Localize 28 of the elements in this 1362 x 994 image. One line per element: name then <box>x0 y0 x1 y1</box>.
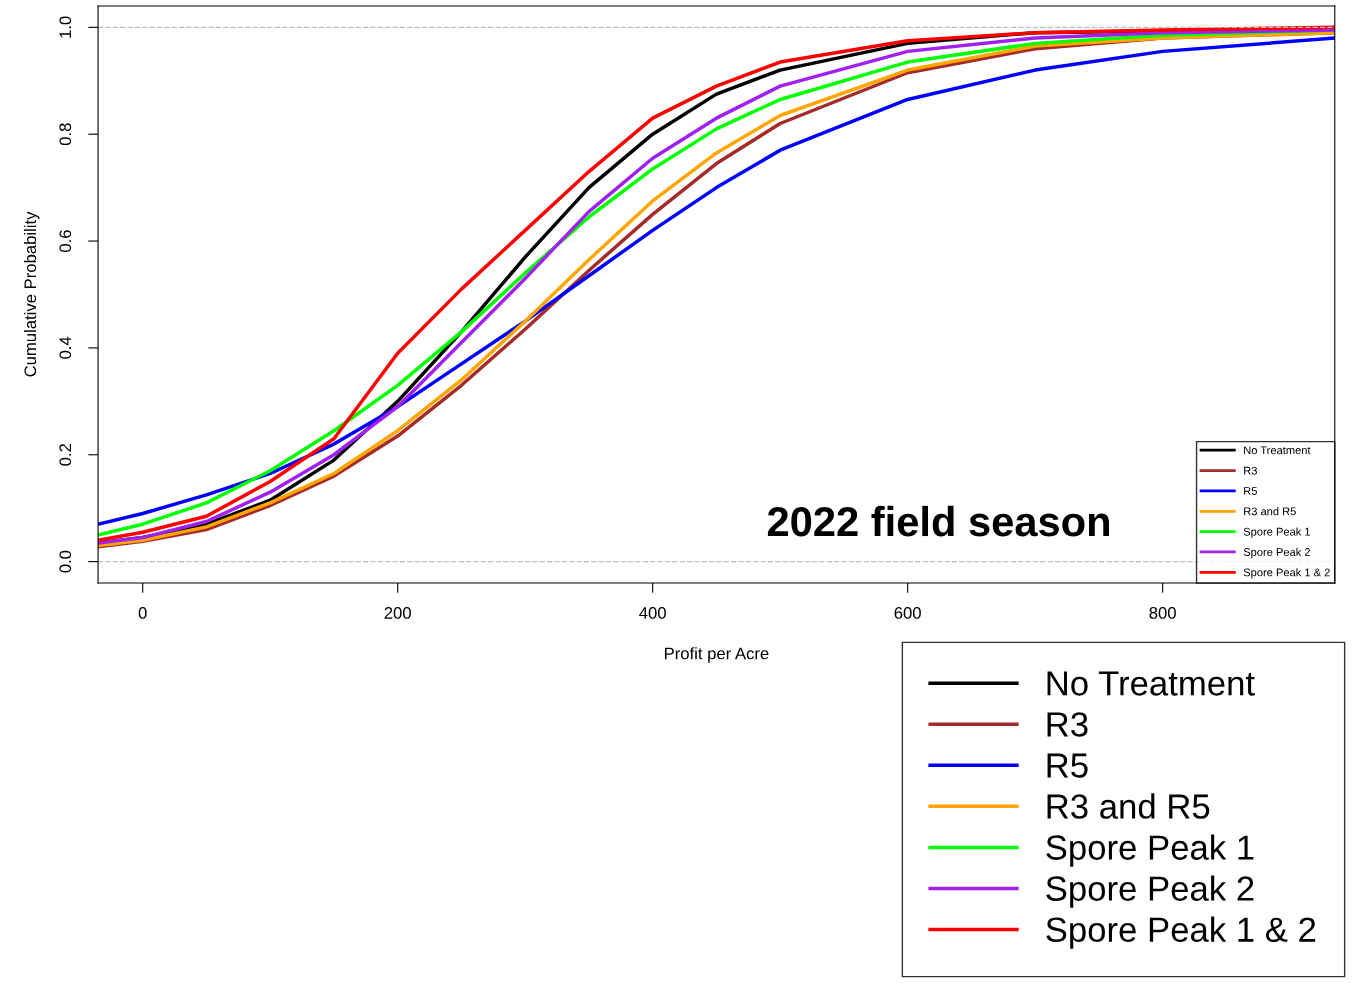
legend-label: R5 <box>1244 487 1257 495</box>
legend-label: No Treatment <box>1244 446 1311 455</box>
x-axis-title: Profit per Acre <box>664 647 769 663</box>
text: Spore Peak 1 <box>1046 834 1254 867</box>
legend-label: Spore Peak 1 & 2 <box>1243 568 1330 579</box>
legend-label: Spore Peak 1 <box>1243 527 1311 538</box>
y-tick-label: 0.8 <box>59 123 72 146</box>
y-axis-title: Cumulative Probability <box>23 211 40 377</box>
x-tick-label: 600 <box>894 607 921 619</box>
y-tick-label: 0.0 <box>59 550 72 573</box>
y-tick-label: 0.4 <box>59 336 72 359</box>
x-tick-label: 400 <box>639 607 666 619</box>
text: No Treatment <box>1047 671 1255 696</box>
legend-label: Spore Peak 2 <box>1243 547 1310 559</box>
y-tick-label: 0.6 <box>59 230 72 252</box>
y-tick-label: 1.0 <box>59 16 72 38</box>
x-tick-label: 800 <box>1149 607 1176 619</box>
legend-label: R3 and R5 <box>1244 507 1296 516</box>
text: R5 <box>1047 753 1088 778</box>
x-tick-label: 0 <box>138 607 147 619</box>
annotation: 2022 field season <box>767 505 1109 537</box>
text: R3 and R5 <box>1047 793 1210 819</box>
text: R3 <box>1047 712 1088 737</box>
text: Spore Peak 1 & 2 <box>1046 916 1316 949</box>
text: Spore Peak 2 <box>1046 875 1254 908</box>
x-tick-label: 200 <box>384 607 411 619</box>
y-tick-label: 0.2 <box>59 444 72 466</box>
legend-label: R3 <box>1244 466 1257 475</box>
